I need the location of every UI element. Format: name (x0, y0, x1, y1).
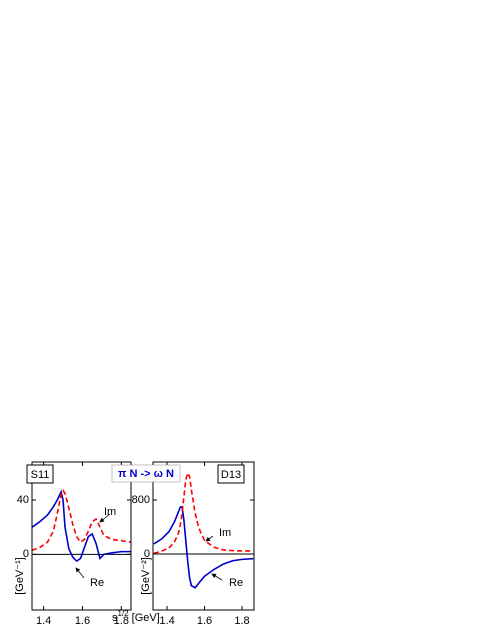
annotation-arrow (205, 535, 214, 542)
y-tick-label: 0 (144, 548, 150, 560)
y-tick-label: 800 (132, 494, 150, 506)
x-tick-label: 1.8 (114, 615, 129, 627)
panel-label: S11 (31, 469, 50, 481)
panel-label-box (26, 464, 54, 484)
annotation-arrow (75, 567, 85, 579)
y-tick-label: 40 (17, 494, 29, 506)
annotation: Re (229, 577, 243, 589)
title-box (111, 464, 181, 483)
x-tick-label: 1.8 (234, 615, 249, 627)
plot-frame (31, 461, 132, 611)
annotation-arrow (211, 573, 223, 581)
x-tick-label: 1.6 (197, 615, 212, 627)
plot-frame (152, 461, 255, 611)
data-line (153, 470, 254, 555)
x-axis-label: s1/2 [GeV] (112, 609, 160, 624)
data-line (32, 489, 131, 563)
data-line (153, 505, 254, 589)
panel-label: D13 (221, 469, 241, 481)
y-axis-label: [GeV⁻¹] (14, 557, 26, 595)
title: π N -> ω N (118, 468, 174, 480)
annotation: Re (90, 577, 104, 589)
annotation: Im (219, 527, 231, 539)
y-axis-label: [GeV⁻²] (140, 557, 152, 595)
panel-label-box (217, 464, 245, 484)
data-line (32, 488, 131, 552)
x-tick-label: 1.4 (36, 615, 51, 627)
x-tick-label: 1.6 (75, 615, 90, 627)
y-tick-label: 0 (23, 548, 29, 560)
x-tick-label: 1.4 (159, 615, 174, 627)
annotation: Im (104, 506, 116, 518)
annotation-arrow (99, 513, 111, 523)
